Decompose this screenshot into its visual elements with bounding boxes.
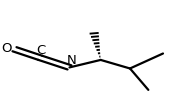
Text: N: N <box>66 54 76 67</box>
Text: C: C <box>36 44 46 57</box>
Text: O: O <box>1 42 11 55</box>
